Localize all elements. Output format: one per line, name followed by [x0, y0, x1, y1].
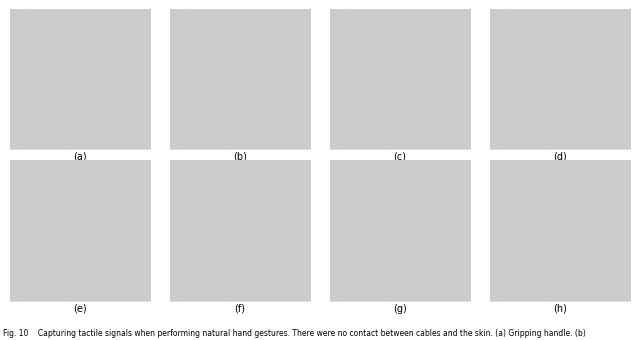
X-axis label: (d): (d) [553, 152, 567, 162]
X-axis label: (c): (c) [394, 152, 406, 162]
X-axis label: (g): (g) [393, 304, 407, 314]
X-axis label: (b): (b) [233, 152, 247, 162]
X-axis label: (e): (e) [74, 304, 87, 314]
X-axis label: (f): (f) [234, 304, 246, 314]
X-axis label: (h): (h) [553, 304, 567, 314]
Text: Fig. 10    Capturing tactile signals when performing natural hand gestures. Ther: Fig. 10 Capturing tactile signals when p… [3, 329, 586, 338]
X-axis label: (a): (a) [74, 152, 87, 162]
